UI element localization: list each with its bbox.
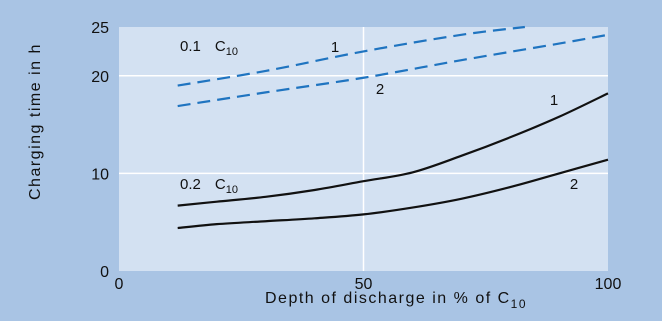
group-rate: 0.2 — [180, 176, 201, 193]
y-tick-label-25: 25 — [91, 20, 109, 37]
x-axis-label: Depth of discharge in % of C10 — [265, 290, 527, 311]
y-tick-label-20: 20 — [91, 69, 109, 86]
group-unit: C — [215, 38, 226, 55]
series-line-dashed-1 — [177, 25, 526, 87]
x-tick-label-50: 50 — [355, 276, 373, 293]
series-line-dashed-2 — [177, 33, 609, 108]
x-axis-label-subscript: 10 — [511, 297, 527, 311]
x-axis-label-text: Depth of discharge in % of C — [265, 290, 511, 307]
series-line-solid-2 — [177, 158, 609, 230]
group-label-0.2: 0.2 C10 — [180, 176, 238, 196]
grid-lines — [119, 27, 608, 271]
group-rate: 0.1 — [180, 38, 201, 55]
group-unit: C — [215, 176, 226, 193]
y-tick-label-10: 10 — [91, 166, 109, 183]
series-label-dashed-1: 1 — [331, 39, 339, 56]
y-axis-label: Charging time in h — [27, 43, 44, 200]
series-label-solid-2: 2 — [570, 176, 578, 193]
x-tick-label-0: 0 — [115, 276, 124, 293]
series-line-solid-1 — [177, 92, 609, 207]
group-unit-subscript: 10 — [226, 46, 238, 58]
group-label-0.1: 0.1 C10 — [180, 38, 238, 58]
y-tick-label-0: 0 — [100, 264, 109, 281]
series-label-dashed-2: 2 — [376, 81, 384, 98]
series-label-solid-1: 1 — [550, 92, 558, 109]
group-unit-subscript: 10 — [226, 184, 238, 196]
x-tick-label-100: 100 — [595, 276, 622, 293]
series-group — [177, 25, 609, 230]
tick-labels: 0 50 100 0 10 20 25 — [91, 20, 621, 293]
